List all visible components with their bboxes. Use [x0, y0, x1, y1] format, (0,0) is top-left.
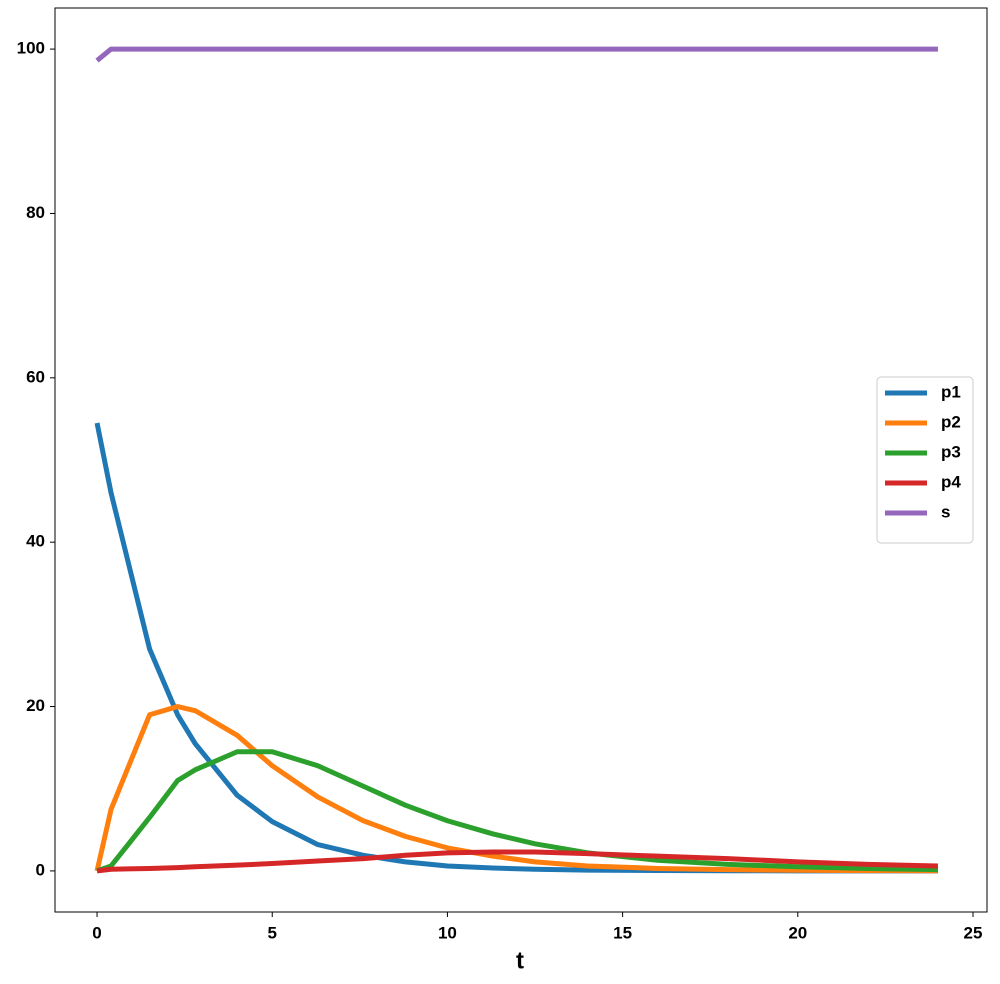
y-tick-label: 80: [26, 203, 45, 222]
series-line: [94, 422, 938, 874]
x-tick-label: 0: [92, 923, 101, 942]
legend-label: p4: [941, 472, 961, 491]
legend: p1 p2 p3 p4 s: [876, 376, 974, 544]
y-tick-label: 20: [26, 696, 45, 715]
series-line: [96, 849, 939, 874]
legend-label: p2: [941, 412, 961, 431]
plot-frame: [54, 7, 988, 913]
x-tick-label: 25: [964, 923, 983, 942]
legend-box: [876, 376, 974, 544]
legend-label: s: [941, 502, 950, 521]
y-tick-label: 60: [26, 367, 45, 386]
legend-label: p3: [941, 442, 961, 461]
series-line: [94, 704, 938, 874]
x-tick-label: 10: [438, 923, 457, 942]
series-line: [96, 749, 938, 874]
x-tick-label: 5: [267, 923, 276, 942]
legend-label: p1: [941, 382, 961, 401]
y-tick-label: 40: [26, 532, 45, 551]
x-tick-label: 20: [788, 923, 807, 942]
y-tick-label: 0: [36, 860, 45, 879]
x-axis-label: t: [516, 947, 524, 974]
y-tick-label: 100: [17, 39, 45, 58]
series-line: [95, 46, 938, 63]
x-tick-label: 15: [613, 923, 632, 942]
